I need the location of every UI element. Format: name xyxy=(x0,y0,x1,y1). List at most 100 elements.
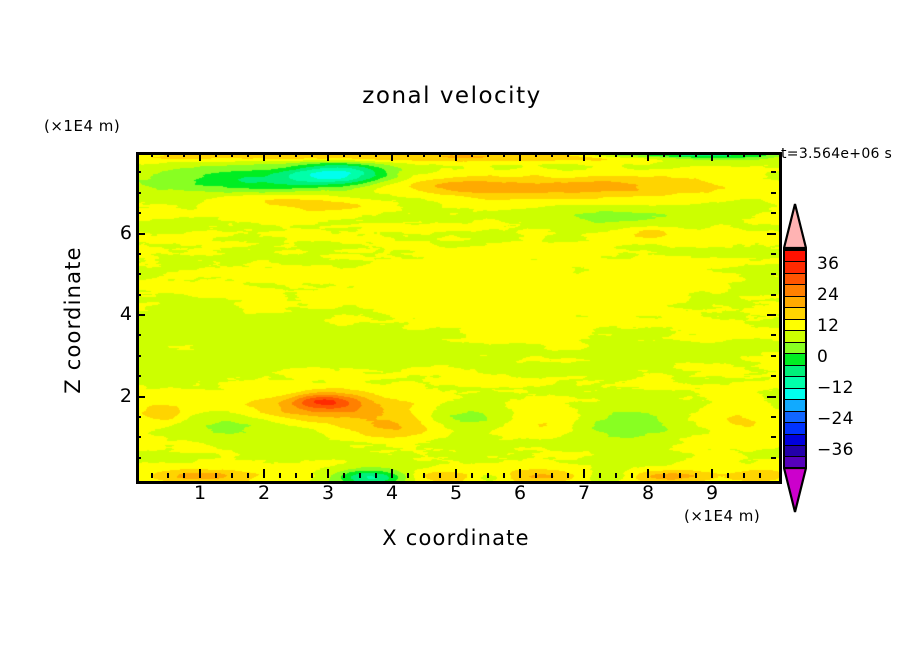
x-tick-bottom xyxy=(631,473,633,478)
colorbar-band xyxy=(785,457,805,469)
x-tick-top xyxy=(743,152,745,157)
colorbar-band xyxy=(785,377,805,389)
y-tick-label: 2 xyxy=(119,384,132,407)
y-axis-unit-label: (×1E4 m) xyxy=(44,117,121,135)
contour-plot-area xyxy=(136,152,782,484)
x-tick-bottom xyxy=(743,473,745,478)
x-tick-bottom xyxy=(375,473,377,478)
x-tick-top xyxy=(391,152,393,161)
x-tick-top xyxy=(711,152,713,161)
y-tick-right xyxy=(771,456,776,459)
x-axis-unit-label: (×1E4 m) xyxy=(684,507,761,525)
colorbar-tick-label: −36 xyxy=(817,440,854,461)
x-tick-top xyxy=(727,152,729,157)
x-tick-bottom xyxy=(487,473,489,478)
colorbar-tick-label: 12 xyxy=(817,315,840,336)
x-tick-top xyxy=(471,152,473,157)
x-tick-bottom xyxy=(663,473,665,478)
y-tick-right xyxy=(767,395,776,398)
x-tick-bottom xyxy=(231,473,233,478)
x-tick-top xyxy=(439,152,441,157)
colorbar-band xyxy=(785,354,805,366)
y-tick-left xyxy=(136,191,141,194)
x-tick-top xyxy=(455,152,457,161)
x-tick-bottom xyxy=(567,473,569,478)
x-tick-top xyxy=(567,152,569,157)
colorbar-band xyxy=(785,423,805,435)
x-tick-bottom xyxy=(279,473,281,478)
x-tick-label: 1 xyxy=(193,482,207,504)
colorbar-band xyxy=(785,365,805,378)
x-tick-top xyxy=(231,152,233,157)
x-tick-top xyxy=(679,152,681,157)
x-tick-top xyxy=(615,152,617,157)
x-tick-bottom xyxy=(311,473,313,478)
x-tick-top xyxy=(535,152,537,157)
time-annotation: t=3.564e+06 s xyxy=(781,146,893,162)
y-tick-left xyxy=(136,395,145,398)
colorbar-band xyxy=(785,411,805,424)
y-tick-right xyxy=(771,191,776,194)
x-tick-bottom xyxy=(599,473,601,478)
x-tick-top xyxy=(199,152,201,161)
x-tick-bottom xyxy=(519,469,521,478)
x-tick-bottom xyxy=(295,473,297,478)
x-tick-label: 8 xyxy=(641,482,655,504)
x-tick-top xyxy=(167,152,169,157)
colorbar-band xyxy=(785,285,805,297)
colorbar-under-arrow xyxy=(782,466,808,513)
x-tick-bottom xyxy=(695,473,697,478)
x-tick-label: 4 xyxy=(385,482,399,504)
x-tick-bottom xyxy=(759,473,761,478)
x-tick-bottom xyxy=(423,473,425,478)
colorbar-band xyxy=(785,273,805,286)
y-tick-left xyxy=(136,212,141,215)
x-tick-label: 6 xyxy=(513,482,527,504)
x-tick-bottom xyxy=(199,469,201,478)
x-tick-bottom xyxy=(471,473,473,478)
y-tick-right xyxy=(771,273,776,276)
colorbar-tick-label: 24 xyxy=(817,284,840,305)
y-tick-left xyxy=(136,334,141,337)
x-tick-top xyxy=(487,152,489,157)
x-tick-top xyxy=(599,152,601,157)
x-tick-bottom xyxy=(647,469,649,478)
x-tick-top xyxy=(279,152,281,157)
y-tick-right xyxy=(771,334,776,337)
x-tick-top xyxy=(375,152,377,157)
x-tick-label: 9 xyxy=(705,482,719,504)
colorbar-tick-label: −24 xyxy=(817,409,854,430)
x-tick-label: 7 xyxy=(577,482,591,504)
contour-field xyxy=(139,155,779,481)
x-tick-top xyxy=(263,152,265,161)
y-axis-title: Z coordinate xyxy=(61,246,85,394)
y-tick-right xyxy=(771,252,776,255)
y-tick-left xyxy=(136,314,145,316)
colorbar-band xyxy=(785,262,805,274)
x-tick-bottom xyxy=(151,473,153,478)
y-tick-left xyxy=(136,415,141,418)
y-tick-left xyxy=(136,354,141,357)
y-tick-left xyxy=(136,375,141,378)
x-axis-title: X coordinate xyxy=(382,526,530,550)
colorbar: 36 24 12 0 −12 −24 −36 xyxy=(781,203,853,513)
x-tick-bottom xyxy=(503,473,505,478)
colorbar-band xyxy=(785,434,805,446)
y-tick-left xyxy=(136,232,145,235)
x-tick-top xyxy=(647,152,649,161)
x-tick-bottom xyxy=(391,469,393,478)
x-tick-bottom xyxy=(359,473,361,478)
x-tick-label: 5 xyxy=(449,482,463,504)
x-tick-top xyxy=(311,152,313,157)
y-tick-right xyxy=(771,375,776,378)
x-tick-bottom xyxy=(727,473,729,478)
x-tick-top xyxy=(327,152,329,161)
x-tick-bottom xyxy=(679,473,681,478)
x-tick-bottom xyxy=(407,473,409,478)
x-tick-label: 3 xyxy=(321,482,335,504)
y-tick-left xyxy=(136,252,141,255)
x-tick-top xyxy=(631,152,633,157)
colorbar-band xyxy=(785,388,805,401)
x-tick-top xyxy=(295,152,297,157)
y-tick-left xyxy=(136,293,141,296)
